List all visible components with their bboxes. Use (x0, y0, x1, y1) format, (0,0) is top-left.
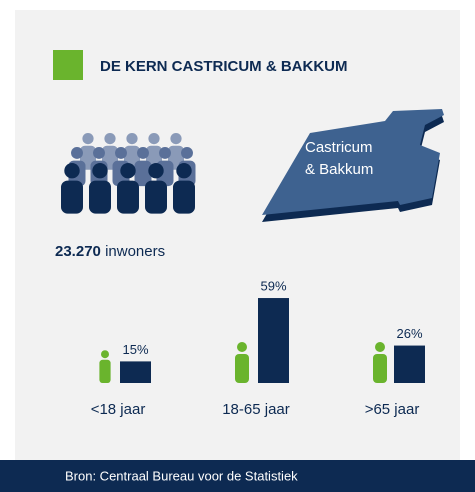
people-icon (61, 133, 196, 214)
person-head (71, 147, 83, 159)
person-head (176, 163, 192, 179)
value-label: 15% (122, 342, 148, 357)
person-body (134, 160, 152, 187)
population-label: inwoners (105, 243, 165, 260)
category-label: >65 jaar (365, 401, 420, 418)
person-head (120, 163, 136, 179)
map-label: Castricum (305, 139, 373, 156)
population-number: 23.270 (55, 243, 101, 260)
source: Bron: Centraal Bureau voor de Statistiek (65, 468, 298, 483)
population: 23.270 inwoners (55, 243, 165, 260)
age-icon-body (235, 354, 249, 383)
footer (0, 460, 475, 492)
panel (15, 10, 460, 460)
value-label: 59% (260, 278, 286, 293)
bar (120, 361, 151, 383)
category-label: <18 jaar (91, 401, 146, 418)
age-icon-head (101, 350, 109, 359)
person-head (148, 133, 160, 145)
person-head (93, 147, 105, 159)
person-body (61, 180, 83, 214)
age-icon-body (373, 354, 387, 383)
person-body (117, 180, 139, 214)
person-head (170, 133, 182, 145)
person-body (173, 180, 195, 214)
bar (394, 345, 425, 383)
person-head (115, 147, 127, 159)
person-head (159, 147, 171, 159)
person-head (181, 147, 193, 159)
age-icon-head (375, 342, 385, 352)
person-head (92, 163, 108, 179)
person-head (137, 147, 149, 159)
title: DE KERN CASTRICUM & BAKKUM (100, 58, 348, 75)
title-square (53, 50, 83, 80)
age-icon-head (237, 342, 247, 352)
category-label: 18-65 jaar (222, 401, 290, 418)
person-head (148, 163, 164, 179)
bar (258, 298, 289, 383)
person-head (82, 133, 94, 145)
person-head (104, 133, 116, 145)
map-shape (262, 109, 444, 222)
value-label: 26% (396, 326, 422, 341)
person-body (145, 180, 167, 214)
map-label: & Bakkum (305, 161, 373, 178)
person-body (89, 180, 111, 214)
person-head (126, 133, 138, 145)
person-head (64, 163, 80, 179)
age-icon-body (99, 359, 111, 383)
